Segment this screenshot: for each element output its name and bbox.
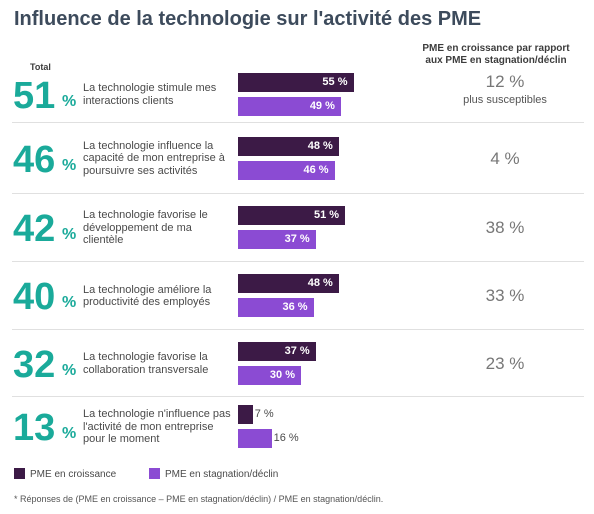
bar-growth-label: 7 % — [254, 408, 274, 420]
bar-growth — [238, 405, 253, 424]
category-label: La technologie favorise la collaboration… — [83, 351, 209, 376]
difference-value: 23 % — [485, 353, 525, 373]
category-label: La technologie influence la capacité de … — [83, 139, 225, 177]
bar-growth: 48 % — [238, 136, 339, 156]
total-percent-sign: % — [62, 156, 77, 174]
legend-label-growth: PME en croissance — [30, 469, 117, 480]
bar-stagnation: 30 % — [238, 365, 301, 385]
difference-value: 12 % — [485, 72, 525, 91]
chart-row: 46% La technologie influence la capacité … — [0, 123, 594, 194]
chart-row: 42% La technologie favorise le développem… — [0, 194, 594, 262]
total-value: 42 — [13, 208, 56, 250]
difference-value: 33 % — [485, 286, 525, 305]
chart-row: 40% La technologie améliore la productivi… — [0, 262, 594, 330]
legend-swatch-growth — [14, 468, 25, 479]
legend-label-stagnation: PME en stagnation/déclin — [164, 469, 279, 480]
difference-value: 4 % — [490, 148, 520, 168]
total-percent-sign: % — [62, 425, 77, 442]
row-divider — [12, 193, 584, 194]
total-percent-sign: % — [62, 294, 77, 311]
total-percent-sign: % — [62, 361, 77, 379]
total-value: 46 — [13, 138, 56, 181]
row-divider — [12, 329, 584, 330]
chart-row: 13% La technologie n'influence pas l'acti… — [0, 397, 594, 457]
total-value: 51 — [13, 74, 56, 117]
total-value: 40 — [13, 276, 56, 318]
bar-growth: 51 % — [238, 206, 346, 225]
total-column-header: Total — [30, 62, 51, 72]
difference-column-header: PME en croissance par rapport aux PME en… — [405, 43, 587, 67]
legend: PME en croissance PME en stagnation/décl… — [14, 468, 308, 480]
category-label: La technologie n'influence pas l'activit… — [83, 408, 231, 445]
legend-item-stagnation: PME en stagnation/déclin — [148, 468, 279, 480]
difference-subtext: plus susceptibles — [463, 94, 547, 106]
bar-growth: 55 % — [238, 72, 354, 92]
chart-row: 32% La technologie favorise la collaborat… — [0, 330, 594, 397]
bar-stagnation — [238, 429, 272, 448]
total-percent-sign: % — [62, 226, 77, 243]
chart-row: 51% La technologie stimule mes interactio… — [0, 66, 594, 123]
footnote: * Réponses de (PME en croissance – PME e… — [14, 494, 384, 504]
chart-title: Influence de la technologie sur l'activi… — [14, 8, 482, 30]
difference-header-line-1: PME en croissance par rapport — [422, 43, 570, 54]
difference-header-line-2: aux PME en stagnation/déclin — [425, 55, 567, 66]
total-value: 32 — [13, 343, 56, 386]
total-value: 13 — [13, 407, 56, 449]
bar-growth: 48 % — [238, 274, 339, 293]
difference-value: 38 % — [485, 218, 525, 237]
category-label: La technologie améliore la productivité … — [83, 283, 212, 309]
total-percent-sign: % — [62, 92, 77, 110]
category-label: La technologie favorise le développement… — [83, 209, 208, 246]
bar-stagnation-label: 16 % — [273, 432, 299, 444]
legend-item-growth: PME en croissance — [14, 468, 116, 480]
bar-stagnation: 49 % — [238, 96, 341, 116]
bar-growth: 37 % — [238, 341, 316, 361]
row-divider — [12, 122, 584, 123]
bar-stagnation: 46 % — [238, 160, 335, 180]
category-label: La technologie stimule mes interactions … — [83, 82, 217, 107]
row-divider — [12, 396, 584, 397]
row-divider — [12, 261, 584, 262]
bar-stagnation: 37 % — [238, 230, 316, 249]
bar-stagnation: 36 % — [238, 298, 314, 317]
legend-swatch-stagnation — [148, 468, 160, 479]
